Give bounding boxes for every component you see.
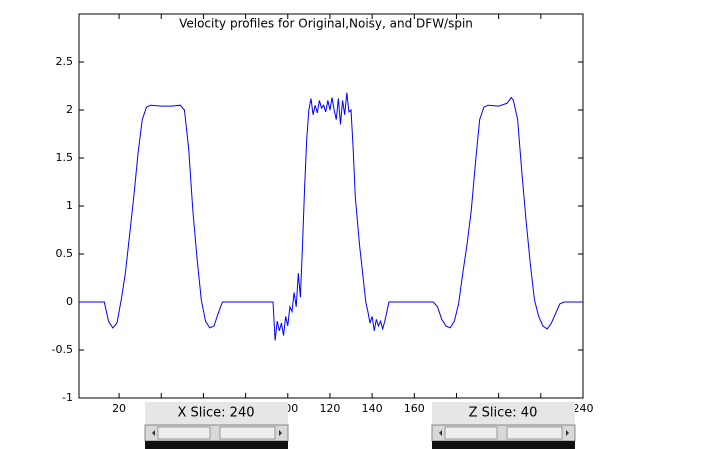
y-tick-label: -1 (62, 391, 73, 404)
slider-x[interactable]: X Slice: 240 (144, 402, 289, 449)
slider-label-box (432, 402, 575, 425)
slider-thumb[interactable] (219, 426, 276, 440)
x-tick-label: 160 (404, 402, 425, 415)
data-line (79, 92, 583, 341)
x-tick-label: 240 (573, 402, 594, 415)
axes-box (78, 13, 584, 399)
slider-thumb[interactable] (444, 426, 498, 440)
y-tick-label: 0 (66, 295, 73, 308)
x-tick-label: 120 (319, 402, 340, 415)
slider-arrow-right[interactable] (279, 430, 282, 436)
slider-label: Z Slice: 40 (469, 406, 538, 421)
slider-arrow-right[interactable] (566, 430, 569, 436)
chart-title: Velocity profiles for Original,Noisy, an… (179, 17, 473, 31)
slider-label: X Slice: 240 (178, 406, 255, 421)
y-tick-label: 0.5 (56, 247, 74, 260)
slider-z[interactable]: Z Slice: 40 (431, 402, 576, 449)
y-tick-label: 1 (66, 199, 73, 212)
slider-label-box (145, 402, 288, 425)
slider-shadow (145, 441, 288, 449)
x-tick-label: 140 (362, 402, 383, 415)
y-tick-label: 2 (66, 103, 73, 116)
y-tick-label: 2.5 (56, 55, 74, 68)
slider-thumb[interactable] (506, 426, 563, 440)
y-tick-label: -0.5 (52, 343, 73, 356)
y-tick-label: 1.5 (56, 151, 74, 164)
slider-arrow-left[interactable] (439, 430, 442, 436)
slider-shadow (432, 441, 575, 449)
x-tick-label: 20 (112, 402, 126, 415)
slider-thumb[interactable] (157, 426, 211, 440)
slider-arrow-left[interactable] (152, 430, 155, 436)
